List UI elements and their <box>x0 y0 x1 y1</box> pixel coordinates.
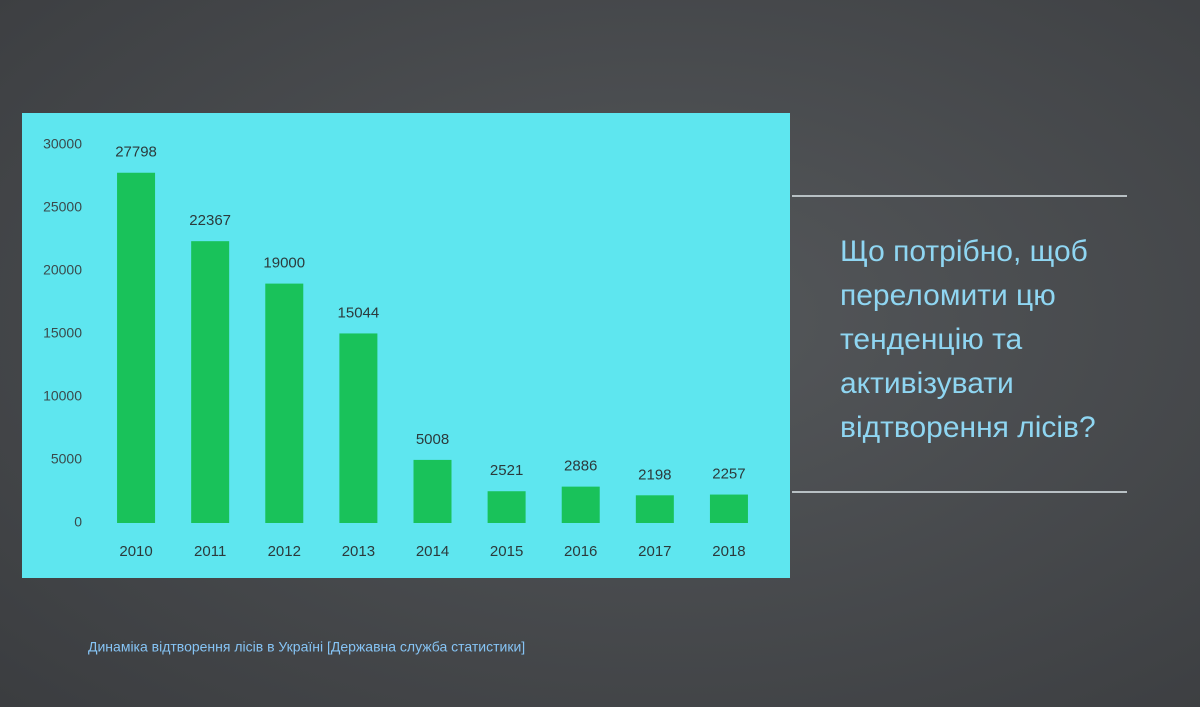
data-label: 2257 <box>712 466 745 483</box>
bar <box>487 491 526 523</box>
bar <box>265 283 304 523</box>
bar <box>561 486 600 523</box>
y-tick-label: 20000 <box>43 262 82 278</box>
data-label: 19000 <box>263 255 305 272</box>
y-tick-label: 0 <box>74 514 82 530</box>
y-tick-label: 25000 <box>43 199 82 215</box>
data-label: 22367 <box>189 212 231 229</box>
bar <box>191 241 230 524</box>
y-tick-label: 5000 <box>51 451 82 467</box>
question-line: відтворення лісів? <box>840 411 1096 444</box>
y-tick-label: 10000 <box>43 388 82 404</box>
x-tick-label: 2011 <box>194 543 226 560</box>
bar <box>709 494 748 523</box>
data-label: 2886 <box>564 458 597 475</box>
question-line: Що потрібно, щоб <box>840 235 1088 268</box>
x-tick-label: 2016 <box>564 543 597 560</box>
x-tick-label: 2015 <box>490 543 523 560</box>
x-tick-label: 2014 <box>416 543 449 560</box>
x-tick-label: 2012 <box>268 543 301 560</box>
question-line: переломити цю <box>840 279 1056 312</box>
x-tick-label: 2010 <box>119 543 152 560</box>
data-label: 5008 <box>416 431 449 448</box>
caption: Динаміка відтворення лісів в Україні [Де… <box>88 639 525 655</box>
bar <box>635 495 674 523</box>
bar <box>117 172 156 524</box>
x-tick-label: 2017 <box>638 543 671 560</box>
bar <box>339 333 378 523</box>
y-tick-label: 15000 <box>43 325 82 341</box>
x-tick-label: 2018 <box>712 543 745 560</box>
data-label: 27798 <box>115 144 157 161</box>
data-label: 15044 <box>338 304 380 321</box>
y-tick-label: 30000 <box>43 136 82 152</box>
data-label: 2521 <box>490 462 523 479</box>
data-label: 2198 <box>638 466 671 483</box>
question-line: активізувати <box>840 367 1014 400</box>
x-tick-label: 2013 <box>342 543 375 560</box>
bar <box>413 459 452 523</box>
question-line: тенденцію та <box>840 323 1022 356</box>
